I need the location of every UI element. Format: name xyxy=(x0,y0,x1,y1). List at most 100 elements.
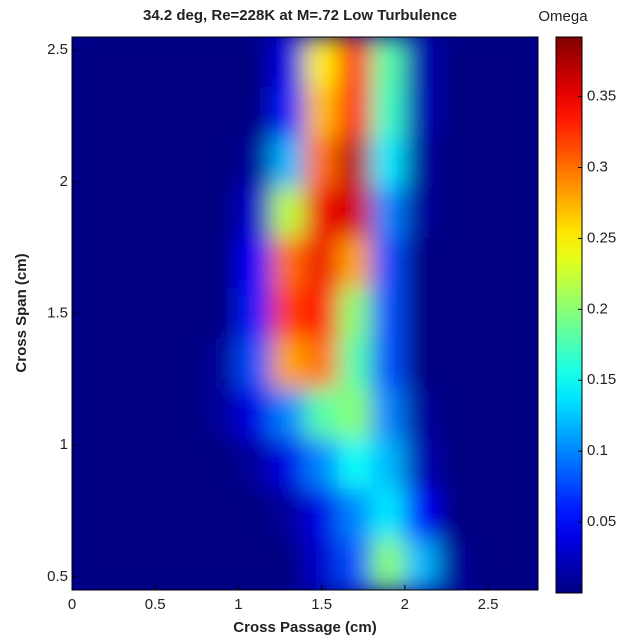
contour-cell xyxy=(404,438,439,490)
contour-cell xyxy=(470,237,506,289)
contour-cell xyxy=(171,137,206,189)
contour-cell xyxy=(138,137,173,189)
contour-cell xyxy=(138,438,173,490)
contour-cell xyxy=(171,237,206,289)
contour-cell xyxy=(437,539,472,590)
contour-cell xyxy=(237,287,273,340)
contour-cell xyxy=(404,137,439,189)
contour-cell xyxy=(138,187,173,239)
colorbar-tick-label: 0.25 xyxy=(587,229,616,246)
contour-cell xyxy=(470,438,506,490)
x-tick-label: 1.5 xyxy=(311,596,332,613)
contour-cell xyxy=(237,86,273,139)
colorbar-tick-label: 0.35 xyxy=(587,88,616,105)
contour-cell xyxy=(470,539,506,590)
colorbar-tick-label: 0.1 xyxy=(587,442,608,459)
contour-cell xyxy=(304,287,339,340)
contour-cell xyxy=(470,338,506,390)
contour-cell xyxy=(138,37,173,88)
contour-cell xyxy=(404,37,439,88)
contour-cell xyxy=(104,438,140,490)
contour-cell xyxy=(204,287,239,340)
contour-cell xyxy=(437,438,472,490)
contour-cell xyxy=(204,237,239,289)
contour-cell xyxy=(337,86,373,139)
contour-cell xyxy=(104,338,140,390)
contour-cell xyxy=(204,37,239,88)
contour-cell xyxy=(437,287,472,340)
contour-cell xyxy=(371,137,406,189)
contour-cell xyxy=(237,37,273,88)
contour-cell xyxy=(404,86,439,139)
contour-cell xyxy=(204,488,239,541)
contour-cell xyxy=(171,438,206,490)
contour-cell xyxy=(404,338,439,390)
contour-cell xyxy=(437,86,472,139)
contour-cell xyxy=(171,338,206,390)
contour-cell xyxy=(271,137,306,189)
contour-cell xyxy=(437,137,472,189)
x-tick-label: 2 xyxy=(401,596,409,613)
contour-cell xyxy=(371,338,406,390)
contour-cell xyxy=(72,287,106,340)
contour-cell xyxy=(437,338,472,390)
contour-cell xyxy=(437,488,472,541)
contour-cell xyxy=(271,287,306,340)
contour-cell xyxy=(304,338,339,390)
x-axis-label: Cross Passage (cm) xyxy=(233,619,376,636)
contour-cell xyxy=(504,237,538,289)
contour-cell xyxy=(138,539,173,590)
contour-cell xyxy=(404,287,439,340)
contour-cell xyxy=(504,539,538,590)
x-tick-label: 1 xyxy=(234,596,242,613)
contour-cell xyxy=(271,338,306,390)
contour-cell xyxy=(72,388,106,440)
contour-cell xyxy=(104,287,140,340)
contour-cell xyxy=(271,187,306,239)
contour-cell xyxy=(271,37,306,88)
contour-cell xyxy=(138,86,173,139)
contour-cell xyxy=(304,137,339,189)
y-tick-label: 2.5 xyxy=(47,41,68,58)
contour-cell xyxy=(404,539,439,590)
contour-cell xyxy=(371,86,406,139)
contour-cell xyxy=(138,488,173,541)
contour-cell xyxy=(371,287,406,340)
contour-cell xyxy=(304,488,339,541)
contour-cell xyxy=(271,237,306,289)
contour-cell xyxy=(237,539,273,590)
contour-cell xyxy=(337,237,373,289)
chart-title: 34.2 deg, Re=228K at M=.72 Low Turbulenc… xyxy=(143,7,457,24)
contour-cell xyxy=(470,488,506,541)
contour-cell xyxy=(337,187,373,239)
contour-cell xyxy=(271,86,306,139)
contour-cell xyxy=(371,187,406,239)
x-tick-label: 2.5 xyxy=(478,596,499,613)
contour-cell xyxy=(437,187,472,239)
contour-cell xyxy=(304,539,339,590)
contour-cell xyxy=(404,388,439,440)
contour-cell xyxy=(504,187,538,239)
contour-cell xyxy=(72,137,106,189)
contour-cell xyxy=(237,237,273,289)
contour-cell xyxy=(104,137,140,189)
contour-cell xyxy=(504,388,538,440)
y-tick-label: 1 xyxy=(60,436,68,453)
contour-cell xyxy=(171,388,206,440)
colorbar-label: Omega xyxy=(538,8,588,25)
contour-cell xyxy=(104,488,140,541)
contour-cell xyxy=(204,338,239,390)
y-tick-label: 0.5 xyxy=(47,568,68,585)
contour-cell xyxy=(371,438,406,490)
contour-cell xyxy=(237,338,273,390)
contour-cell xyxy=(72,539,106,590)
colorbar-tick-label: 0.2 xyxy=(587,300,608,317)
contour-cell xyxy=(337,438,373,490)
contour-cell xyxy=(237,388,273,440)
contour-cell xyxy=(504,338,538,390)
contour-cell xyxy=(337,488,373,541)
contour-cell xyxy=(337,388,373,440)
contour-cell xyxy=(204,388,239,440)
contour-cell xyxy=(104,388,140,440)
